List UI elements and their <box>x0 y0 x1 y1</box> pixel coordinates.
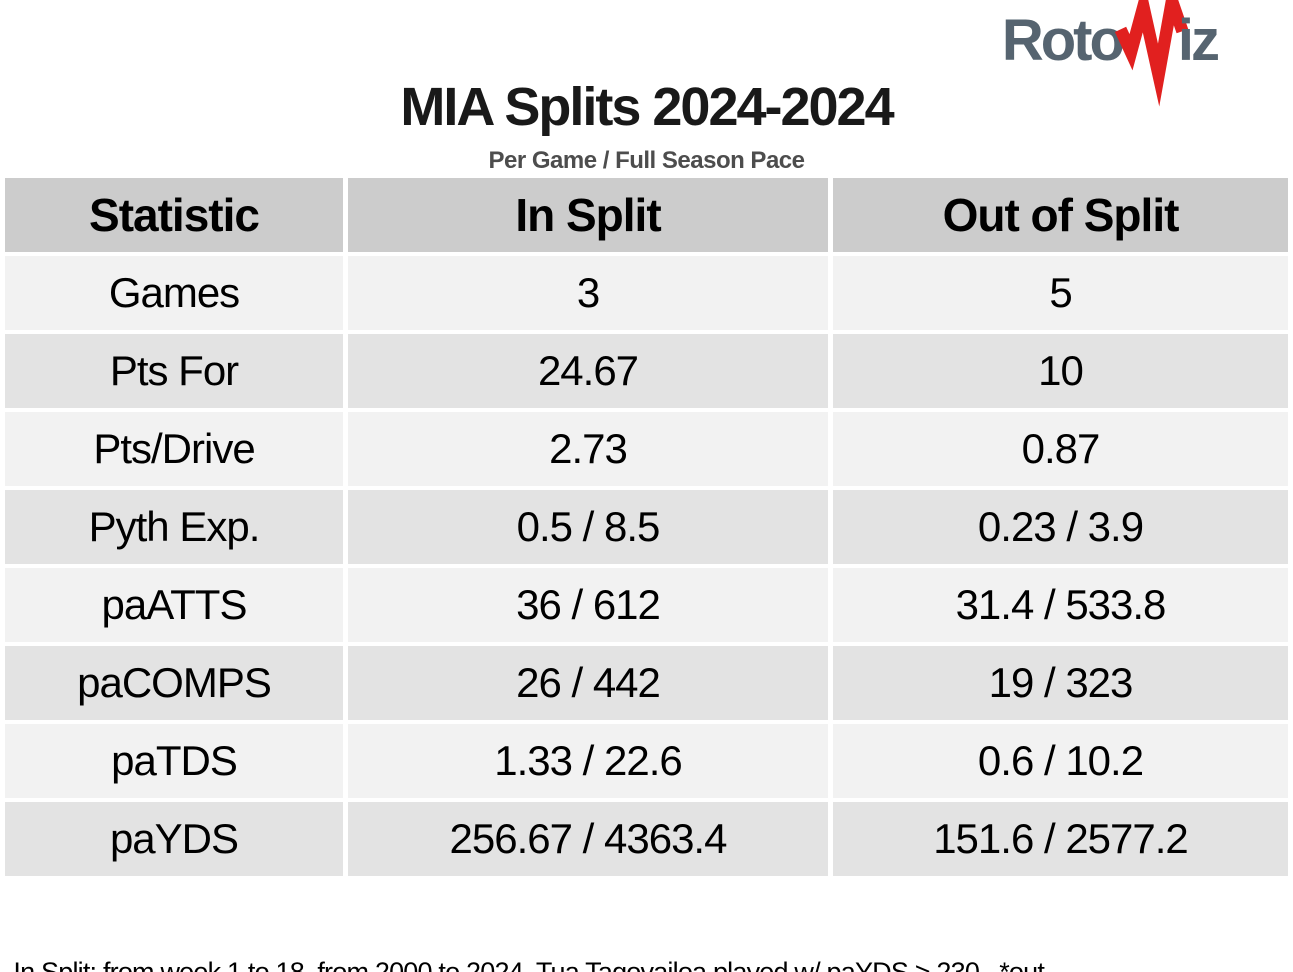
table-row-paatts: paATTS 36 / 612 31.4 / 533.8 <box>5 568 1288 642</box>
splits-table: Statistic In Split Out of Split Games 3 … <box>0 174 1293 880</box>
table-row-patds: paTDS 1.33 / 22.6 0.6 / 10.2 <box>5 724 1288 798</box>
column-header-out-of-split: Out of Split <box>833 178 1288 252</box>
out-of-split-value: 151.6 / 2577.2 <box>833 802 1288 876</box>
page-title: MIA Splits 2024-2024 <box>400 77 894 137</box>
table-row-pyth-exp: Pyth Exp. 0.5 / 8.5 0.23 / 3.9 <box>5 490 1288 564</box>
page-subtitle: Per Game / Full Season Pace <box>488 147 805 174</box>
rotoviz-zigzag-icon <box>1114 0 1189 107</box>
table-row-games: Games 3 5 <box>5 256 1288 330</box>
stat-label: Pyth Exp. <box>5 490 343 564</box>
rotoviz-logo: Roto iz <box>1001 0 1220 107</box>
out-of-split-value: 0.87 <box>833 412 1288 486</box>
out-of-split-value: 0.23 / 3.9 <box>833 490 1288 564</box>
stat-label: Games <box>5 256 343 330</box>
table-row-pacomps: paCOMPS 26 / 442 19 / 323 <box>5 646 1288 720</box>
in-split-value: 26 / 442 <box>348 646 828 720</box>
in-split-value: 0.5 / 8.5 <box>348 490 828 564</box>
stat-label: Pts/Drive <box>5 412 343 486</box>
stat-label: Pts For <box>5 334 343 408</box>
in-split-value: 256.67 / 4363.4 <box>348 802 828 876</box>
table-row-pts-for: Pts For 24.67 10 <box>5 334 1288 408</box>
footnote-line-1: In Split: from week 1 to 18, from 2000 t… <box>0 957 1045 972</box>
column-header-statistic: Statistic <box>5 178 343 252</box>
logo-text-iz: iz <box>1177 7 1220 73</box>
table-row-payds: paYDS 256.67 / 4363.4 151.6 / 2577.2 <box>5 802 1288 876</box>
out-of-split-value: 5 <box>833 256 1288 330</box>
stat-label: paYDS <box>5 802 343 876</box>
table-header-row: Statistic In Split Out of Split <box>5 178 1288 252</box>
out-of-split-value: 31.4 / 533.8 <box>833 568 1288 642</box>
stat-label: paTDS <box>5 724 343 798</box>
out-of-split-value: 0.6 / 10.2 <box>833 724 1288 798</box>
out-of-split-value: 19 / 323 <box>833 646 1288 720</box>
split-criteria-footnote: In Split: from week 1 to 18, from 2000 t… <box>0 880 1293 972</box>
out-of-split-value: 10 <box>833 334 1288 408</box>
in-split-value: 1.33 / 22.6 <box>348 724 828 798</box>
in-split-value: 2.73 <box>348 412 828 486</box>
stat-label: paCOMPS <box>5 646 343 720</box>
logo-text-roto: Roto <box>1001 7 1125 73</box>
stat-label: paATTS <box>5 568 343 642</box>
table-row-pts-drive: Pts/Drive 2.73 0.87 <box>5 412 1288 486</box>
column-header-in-split: In Split <box>348 178 828 252</box>
in-split-value: 24.67 <box>348 334 828 408</box>
in-split-value: 3 <box>348 256 828 330</box>
in-split-value: 36 / 612 <box>348 568 828 642</box>
